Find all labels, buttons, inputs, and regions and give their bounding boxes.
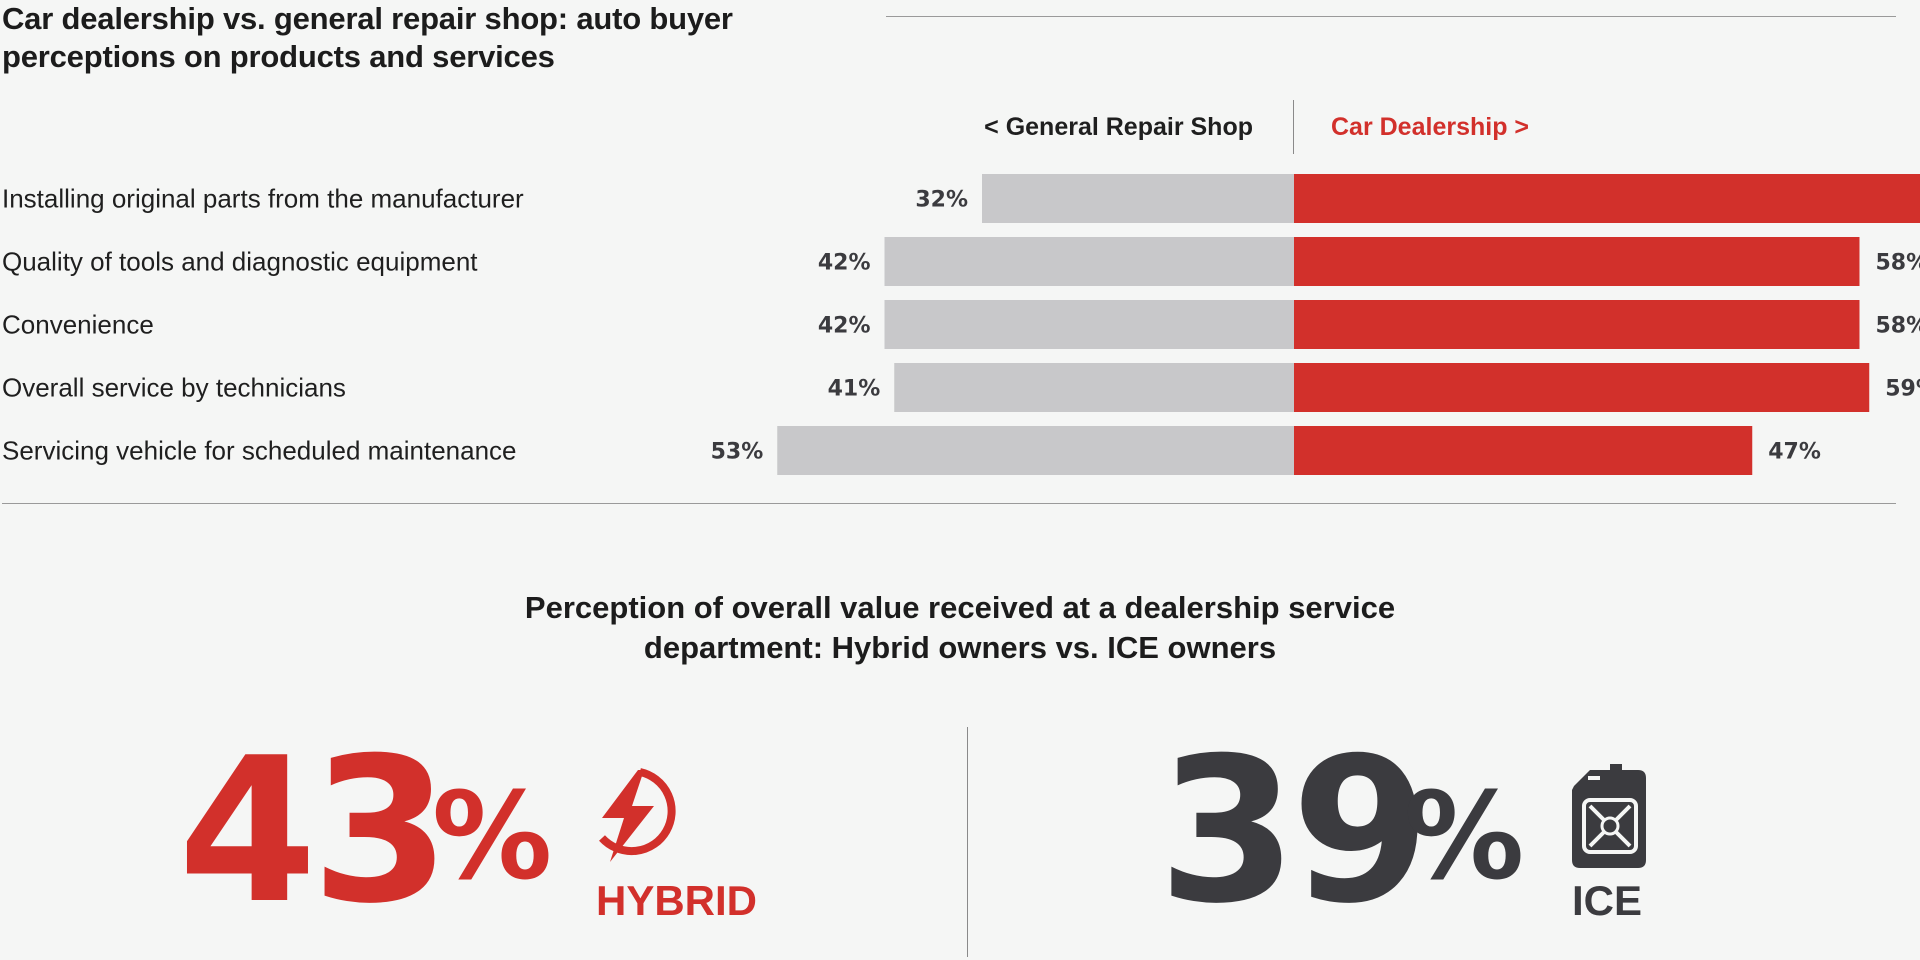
category-label: Quality of tools and diagnostic equipmen… (2, 247, 478, 277)
dealership-bar (1294, 300, 1860, 349)
category-label: Overall service by technicians (2, 373, 346, 403)
ice-percentage-value: 39 (1158, 715, 1430, 948)
repair-shop-value-label: 41% (828, 377, 881, 402)
ice-percent-sign: % (1404, 768, 1525, 907)
repair-shop-bar (894, 363, 1294, 412)
repair-shop-value-label: 32% (915, 188, 968, 213)
dealership-value-label: 58% (1876, 314, 1920, 339)
dealership-bar (1294, 174, 1920, 223)
repair-shop-bar (884, 300, 1294, 349)
section-divider-line (2, 503, 1896, 504)
repair-shop-value-label: 42% (818, 314, 871, 339)
dealership-value-label: 59% (1885, 377, 1920, 402)
chart-title: Car dealership vs. general repair shop: … (2, 1, 733, 74)
dealership-value-label: 58% (1876, 251, 1920, 276)
dealership-bar (1294, 363, 1870, 412)
legend-divider (1293, 100, 1294, 154)
category-label: Servicing vehicle for scheduled maintena… (2, 436, 517, 466)
repair-shop-value-label: 42% (818, 251, 871, 276)
top-divider-line (886, 16, 1896, 17)
category-label: Installing original parts from the manuf… (2, 184, 524, 214)
hybrid-percentage-value: 43 (178, 715, 450, 948)
dealership-bar (1294, 237, 1860, 286)
legend-general-repair-shop: < General Repair Shop (984, 113, 1253, 141)
lightning-bolt-icon (599, 768, 676, 862)
hybrid-label: HYBRID (596, 877, 758, 924)
legend-car-dealership: Car Dealership > (1331, 113, 1530, 141)
ice-label: ICE (1572, 877, 1643, 924)
category-label: Convenience (2, 310, 154, 340)
comparison-divider (967, 727, 968, 957)
dealership-bar (1294, 426, 1753, 475)
hybrid-percent-sign: % (432, 768, 553, 907)
fuel-canister-icon (1572, 764, 1646, 868)
repair-shop-value-label: 53% (711, 440, 764, 465)
value-section-title: Perception of overall value received at … (524, 590, 1396, 665)
repair-shop-bar (884, 237, 1294, 286)
repair-shop-bar (982, 174, 1294, 223)
dealership-value-label: 47% (1768, 440, 1821, 465)
repair-shop-bar (777, 426, 1294, 475)
diverging-bar-chart: Installing original parts from the manuf… (2, 174, 1920, 475)
